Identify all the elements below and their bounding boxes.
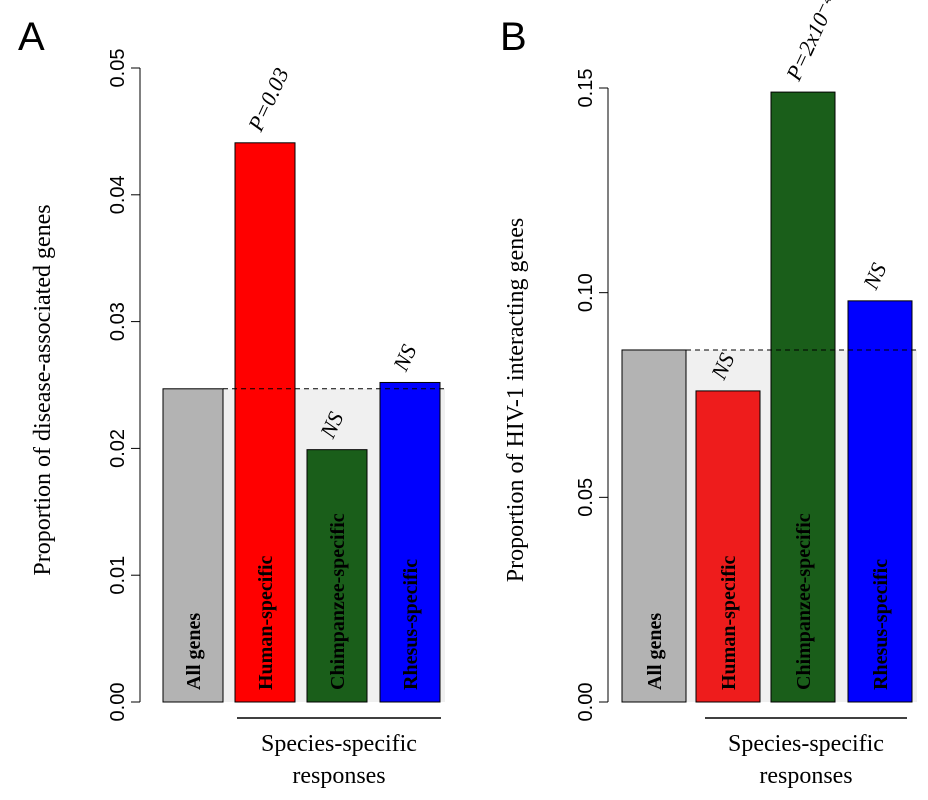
group-label: responses [292,763,385,789]
category-label: Human-specific [718,555,740,690]
y-tick-label: 0.15 [575,69,597,108]
y-tick-label: 0.02 [107,429,129,468]
group-label: Species-specific [261,731,417,757]
y-tick-label: 0.01 [107,556,129,595]
bar [234,142,296,703]
panel-a: A 0.00 0.01 0.02 0.03 0.04 0.05 Proportion of d… [18,15,445,789]
y-tick-label: 0.10 [575,273,597,312]
bar [162,388,224,703]
y-tick-label: 0.00 [107,683,129,722]
category-label: Chimpanzee-specific [327,513,349,690]
y-tick-label: 0.03 [107,302,129,341]
significance-label: P=2x10⁻⁴ [780,0,841,85]
y-tick-label: 0.05 [575,478,597,517]
bar [847,300,913,703]
category-label: Chimpanzee-specific [793,513,815,690]
significance-label: NS [387,341,421,376]
y-tick-label: 0.00 [575,683,597,722]
category-label: All genes [183,613,205,690]
panel-label: A [18,15,45,59]
significance-label: P=0.03 [242,64,293,136]
y-axis-label: Proportion of disease-associated genes [30,204,56,575]
y-axis-label: Proportion of HIV-1 interacting genes [503,218,529,582]
bar [621,349,687,703]
significance-label: NS [857,259,891,294]
category-label: Human-specific [255,555,277,690]
y-tick-label: 0.05 [107,49,129,88]
category-label: Rhesus-specific [870,559,892,690]
bar [695,390,761,703]
group-label: responses [759,763,852,789]
y-tick-label: 0.04 [107,175,129,214]
bar [379,381,441,703]
bar [306,449,368,703]
category-label: All genes [644,613,666,690]
panel-label: B [500,15,527,59]
bar [770,91,836,703]
category-label: Rhesus-specific [400,559,422,690]
panel-b: B 0.00 0.05 0.10 0.15 Proportion of HIV-1 int… [500,0,917,789]
group-label: Species-specific [728,731,884,757]
